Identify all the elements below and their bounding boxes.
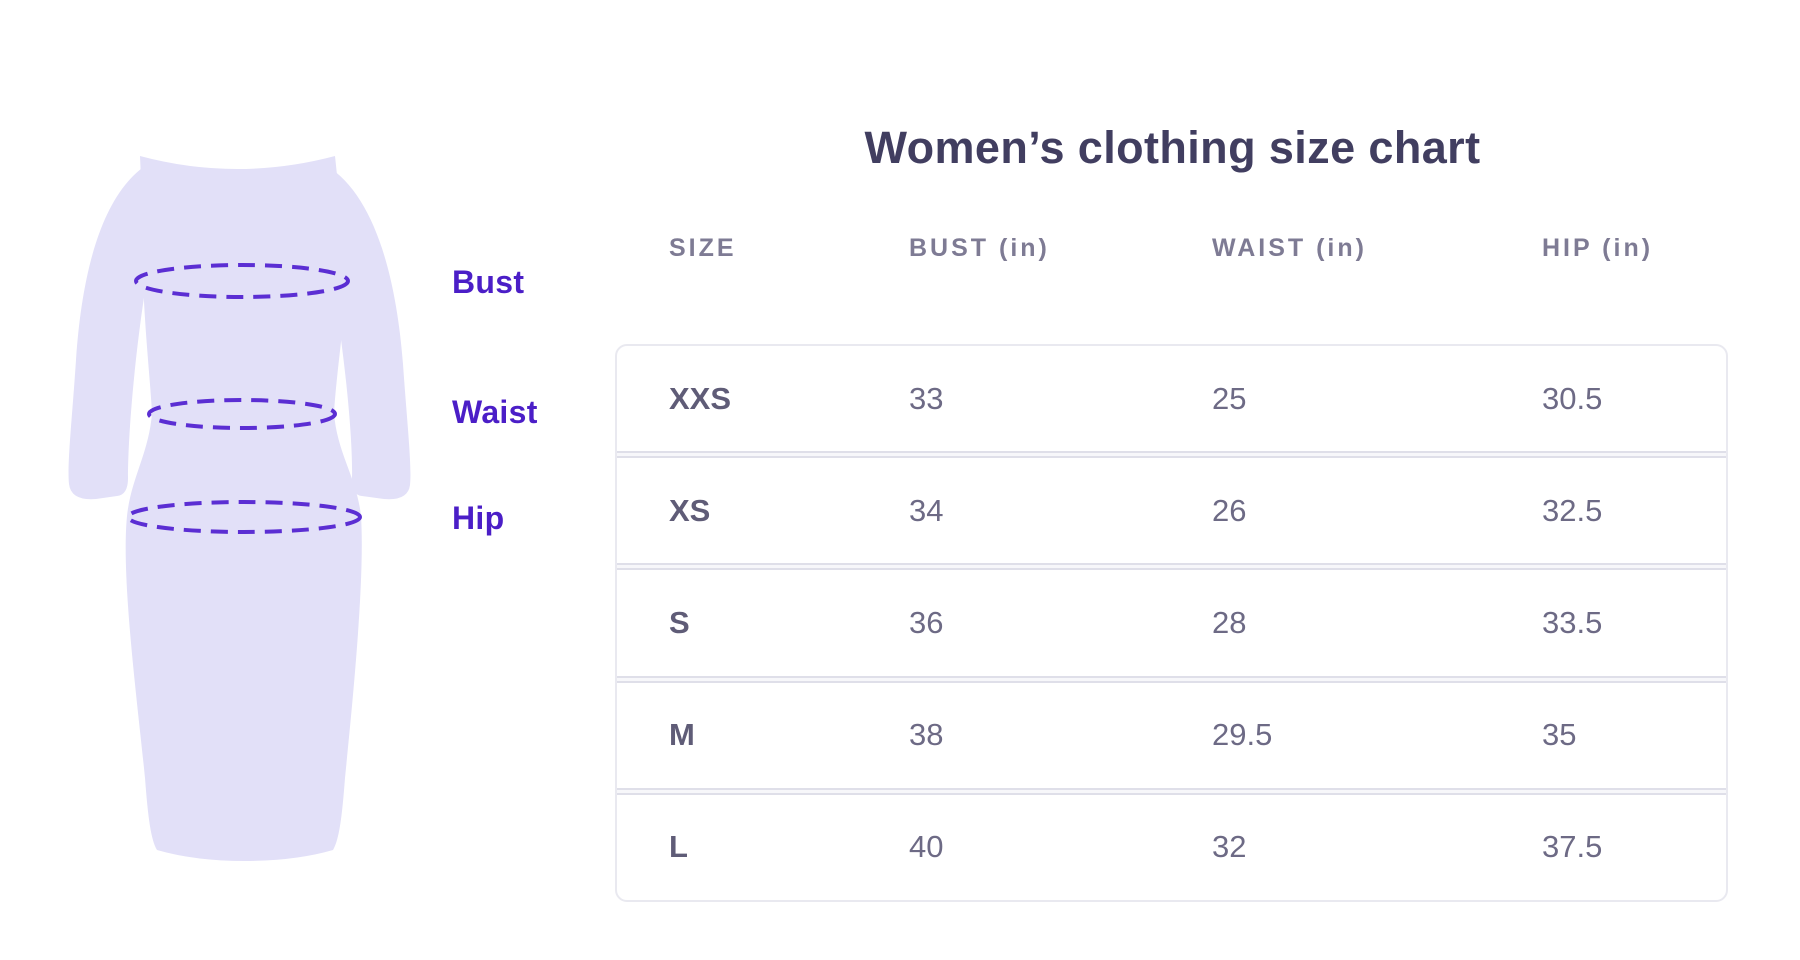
waist-measure-line xyxy=(147,398,337,430)
row-separator xyxy=(617,787,1726,795)
row-separator xyxy=(617,563,1726,571)
table-row: M 38 29.5 35 xyxy=(617,683,1726,788)
dress-body xyxy=(125,156,362,861)
cell-bust: 36 xyxy=(909,605,944,640)
table-row: XXS 33 25 30.5 xyxy=(617,346,1726,451)
cell-bust: 34 xyxy=(909,492,944,528)
header-waist: WAIST (in) xyxy=(1212,234,1367,262)
dress-silhouette-svg xyxy=(68,156,411,861)
cell-waist: 25 xyxy=(1212,380,1247,416)
header-bust: BUST (in) xyxy=(909,234,1050,262)
page-title: Women’s clothing size chart xyxy=(864,122,1481,173)
cell-bust: 33 xyxy=(909,380,944,416)
waist-label: Waist xyxy=(452,394,538,430)
row-separator xyxy=(617,675,1726,683)
table-header-row: SIZE BUST (in) WAIST (in) HIP (in) xyxy=(617,234,1728,263)
bust-label: Bust xyxy=(452,264,525,300)
cell-size: XXS xyxy=(669,380,732,416)
cell-size: L xyxy=(669,829,688,865)
cell-hip: 30.5 xyxy=(1542,380,1603,416)
cell-hip: 35 xyxy=(1542,717,1577,753)
cell-waist: 32 xyxy=(1212,829,1247,865)
hip-label: Hip xyxy=(452,500,505,536)
header-size: SIZE xyxy=(669,234,737,262)
cell-size: M xyxy=(669,717,695,753)
hip-measure-line xyxy=(126,500,362,534)
cell-hip: 32.5 xyxy=(1542,492,1603,528)
cell-bust: 40 xyxy=(909,829,944,865)
cell-waist: 29.5 xyxy=(1212,717,1273,753)
cell-size: S xyxy=(669,605,690,640)
cell-size: XS xyxy=(669,492,711,528)
dress-left-sleeve xyxy=(68,160,155,500)
table-row: S 36 28 33.5 xyxy=(617,570,1726,675)
bust-measure-line xyxy=(134,263,350,299)
header-hip: HIP (in) xyxy=(1542,234,1654,262)
row-separator xyxy=(617,451,1726,459)
cell-waist: 26 xyxy=(1212,492,1247,528)
cell-hip: 33.5 xyxy=(1542,605,1603,640)
table-row: XS 34 26 32.5 xyxy=(617,458,1726,563)
dress-illustration xyxy=(55,108,435,880)
cell-waist: 28 xyxy=(1212,605,1247,640)
dress-shape xyxy=(68,156,411,861)
size-table: XXS 33 25 30.5 XS 34 26 32.5 S 36 28 33.… xyxy=(615,344,1728,902)
cell-hip: 37.5 xyxy=(1542,829,1603,865)
table-row: L 40 32 37.5 xyxy=(617,795,1726,900)
cell-bust: 38 xyxy=(909,717,944,753)
